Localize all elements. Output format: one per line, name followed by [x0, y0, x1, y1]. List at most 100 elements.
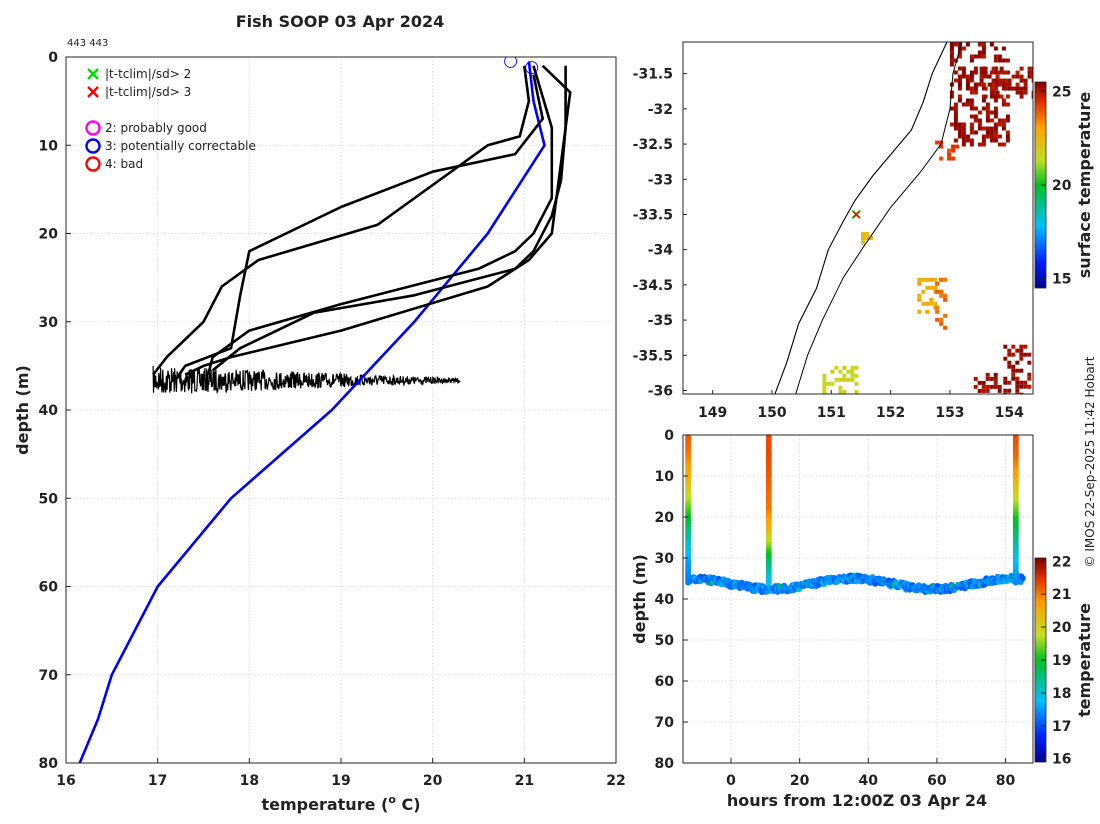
sst-pixel	[997, 70, 1002, 75]
time-panel: 0 20 40 60 80 0 10 20 30 40 50 60 70 80 hours from 12…	[630, 428, 1094, 810]
sst-pixel	[1003, 86, 1008, 91]
sst-pixel	[973, 70, 978, 75]
sst-pixel	[1003, 392, 1008, 394]
sst-pixel	[1015, 82, 1020, 87]
map-x-tick-label: 149	[698, 405, 727, 421]
sst-pixel	[935, 309, 940, 314]
sst-pixel	[1023, 384, 1028, 389]
sst-pixel	[949, 62, 954, 67]
sst-pixel	[973, 66, 978, 71]
sst-pixel	[989, 376, 994, 381]
sst-pixel	[989, 134, 994, 139]
sst-pixel	[1027, 384, 1032, 389]
profile-x-axis-label: temperature (o C)	[261, 793, 420, 814]
sst-pixel	[953, 70, 958, 75]
profile-y-axis-label: depth (m)	[13, 365, 32, 455]
sst-pixel	[834, 377, 839, 382]
sst-pixel	[953, 78, 958, 83]
sst-pixel	[1005, 58, 1010, 63]
time-y-tick-label: 60	[655, 674, 675, 690]
sst-patch	[979, 66, 1033, 99]
sst-pixel	[929, 277, 934, 282]
sst-pixel	[985, 372, 990, 377]
sst-pixel	[1015, 368, 1020, 373]
sst-patch	[935, 277, 948, 330]
sst-pixel	[1001, 98, 1006, 103]
sst-pixel	[999, 94, 1004, 99]
sst-pixel	[846, 377, 851, 382]
sst-pixel	[1019, 344, 1024, 349]
sst-pixel	[973, 82, 978, 87]
sst-pixel	[1027, 360, 1032, 365]
sst-pixel	[961, 66, 966, 71]
sst-pixel	[842, 377, 847, 382]
map-y-tick-label: -33.5	[633, 207, 673, 223]
sst-pixel	[985, 102, 990, 107]
sst-pixel	[981, 126, 986, 131]
map-colorbar-tick-label: 15	[1052, 272, 1071, 288]
sst-pixel	[999, 78, 1004, 83]
map-y-tick-label: -34	[648, 243, 674, 259]
sst-pixel	[939, 277, 944, 282]
sst-pixel	[1001, 122, 1006, 127]
time-x-tick-label: 60	[927, 773, 947, 789]
sst-pixel	[1011, 74, 1016, 79]
sst-pixel	[949, 90, 954, 95]
sst-pixel	[921, 301, 926, 306]
sst-pixel	[939, 144, 944, 149]
sst-pixel	[869, 236, 873, 241]
sst-pixel	[929, 301, 934, 306]
time-colorbar-label: temperature	[1075, 603, 1094, 717]
sst-pixel	[1019, 368, 1024, 373]
sst-pixel	[995, 78, 1000, 83]
sst-pixel	[1003, 344, 1008, 349]
sst-pixel	[969, 90, 974, 95]
sst-pixel	[854, 381, 859, 386]
sst-pixel	[969, 106, 974, 111]
sst-pixel	[989, 110, 994, 115]
sst-pixel	[838, 369, 843, 374]
sst-pixel	[961, 138, 966, 143]
sst-pixel	[822, 377, 827, 382]
profile-line-5	[211, 65, 567, 372]
sst-pixel	[973, 86, 978, 91]
sst-pixel	[981, 388, 986, 393]
sst-pixel	[973, 130, 978, 135]
sst-pixel	[921, 277, 926, 282]
sst-pixel	[1001, 58, 1006, 63]
sst-pixel	[993, 134, 998, 139]
sst-pixel	[838, 377, 843, 382]
profile-panel: Fish SOOP 03 Apr 2024 443 443 16 17 18 19 20…	[13, 12, 626, 814]
time-grid	[683, 434, 1033, 764]
sst-pixel	[822, 389, 827, 394]
profile-id-label: 443 443	[67, 38, 108, 49]
sst-pixel	[991, 94, 996, 99]
sst-pixel	[981, 42, 986, 47]
sst-pixel	[1005, 138, 1010, 143]
sst-pixel	[957, 42, 962, 47]
sst-pixel	[993, 114, 998, 119]
sst-pixel	[949, 94, 954, 99]
sst-pixel	[943, 297, 948, 302]
sst-pixel	[830, 381, 835, 386]
sst-pixel	[1023, 380, 1028, 385]
time-x-axis-label: hours from 12:00Z 03 Apr 24	[727, 791, 987, 810]
time-colorbar-tick-label: 18	[1052, 686, 1071, 702]
sst-pixel	[1027, 352, 1032, 357]
sst-pixel	[995, 82, 1000, 87]
time-colorbar-tick-label: 19	[1052, 653, 1071, 669]
sst-pixel	[935, 305, 940, 310]
sst-pixel	[949, 122, 954, 127]
time-profile-point	[685, 579, 692, 586]
sst-pixel	[917, 293, 922, 298]
sst-pixel	[973, 376, 978, 381]
time-colorbar-tick-label: 16	[1052, 752, 1071, 768]
sst-pixel	[961, 142, 966, 147]
sst-pixel	[1001, 126, 1006, 131]
sst-pixel	[1003, 356, 1008, 361]
map-y-tick-label: -31.5	[633, 67, 673, 83]
time-y-tick-label: 30	[655, 551, 675, 567]
sst-pixel	[997, 388, 1002, 393]
map-tick-labels: 149 150 151 152 153 154 -31.5 -32 -32.5 -33 -33.5 -…	[633, 67, 1024, 421]
sst-pixel	[989, 42, 994, 47]
